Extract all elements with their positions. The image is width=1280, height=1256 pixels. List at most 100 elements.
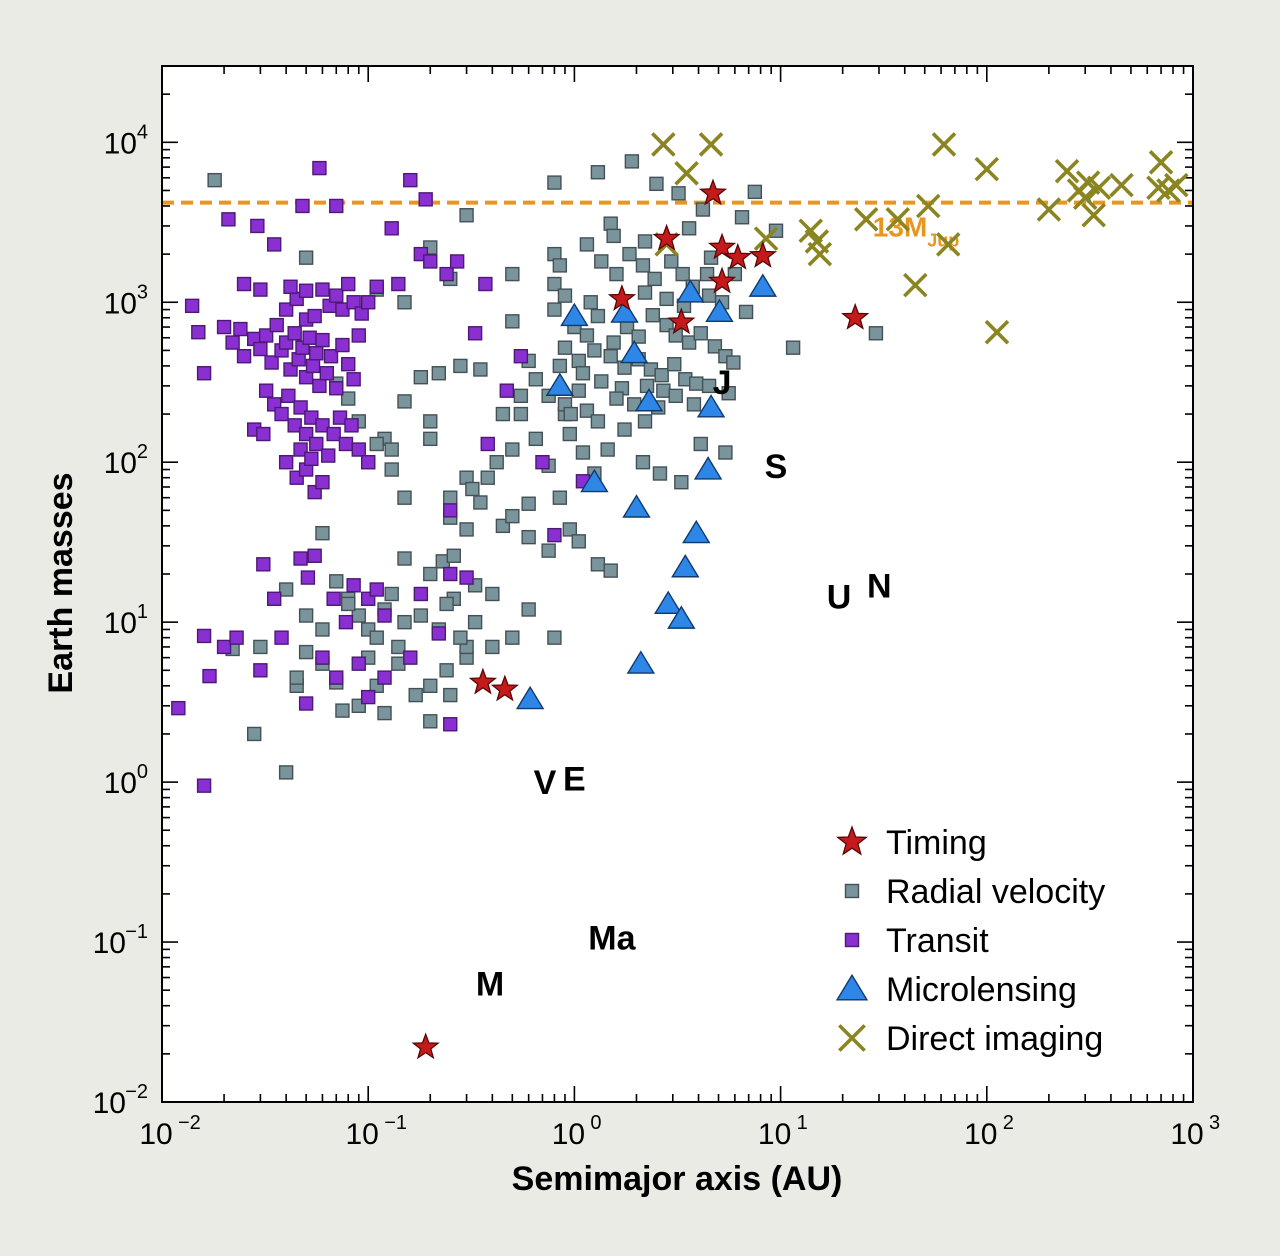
- data-point: [236, 276, 252, 292]
- x-tick-base: 10: [758, 1118, 791, 1151]
- data-point: [453, 358, 468, 374]
- data-point: [315, 474, 330, 490]
- data-point: [443, 503, 458, 518]
- data-point: [505, 442, 520, 457]
- data-point: [674, 161, 699, 186]
- data-point: [562, 522, 578, 537]
- data-point: [281, 388, 296, 404]
- x-tick-label: 10 2: [964, 1112, 1014, 1151]
- data-point: [397, 394, 412, 409]
- legend-item: Direct imaging: [838, 1020, 1103, 1058]
- data-points: [171, 132, 1189, 1060]
- data-point: [418, 192, 433, 207]
- data-point: [649, 176, 664, 192]
- y-tick-exp: 1: [137, 601, 148, 623]
- data-point: [513, 406, 529, 422]
- data-point: [253, 663, 268, 678]
- data-point: [885, 207, 911, 232]
- legend-label: Microlensing: [886, 971, 1077, 1009]
- legend-label: Timing: [886, 824, 987, 862]
- data-point: [590, 557, 606, 572]
- data-point: [547, 276, 562, 292]
- data-point: [651, 132, 676, 157]
- data-point: [693, 436, 708, 452]
- data-point: [344, 418, 359, 433]
- data-point: [274, 406, 289, 422]
- data-point: [413, 608, 429, 623]
- data-point: [221, 212, 236, 227]
- x-tick-label: 10 −2: [139, 1112, 201, 1151]
- data-point: [351, 442, 366, 457]
- series-radial-velocity: [207, 154, 884, 780]
- data-point: [253, 639, 268, 655]
- data-point: [443, 687, 458, 703]
- data-point: [668, 388, 683, 404]
- data-point: [631, 329, 646, 344]
- data-point: [293, 442, 308, 457]
- data-point: [423, 714, 438, 729]
- y-tick-exp: −1: [125, 921, 148, 943]
- data-point: [329, 670, 344, 685]
- data-point: [609, 266, 624, 282]
- x-tick-label: 10 3: [1170, 1112, 1220, 1151]
- data-point: [307, 308, 322, 324]
- legend-item: Transit: [844, 922, 989, 960]
- data-point: [446, 548, 461, 563]
- data-point: [984, 319, 1010, 345]
- data-point: [674, 474, 689, 490]
- data-point: [513, 388, 529, 404]
- data-point: [278, 455, 294, 470]
- data-point: [634, 388, 664, 412]
- data-point: [439, 266, 454, 282]
- data-point: [207, 172, 222, 188]
- data-point: [287, 326, 302, 341]
- data-point: [443, 490, 458, 505]
- y-tick-base: 10: [104, 127, 137, 160]
- data-point: [563, 406, 578, 422]
- data-point: [196, 366, 212, 381]
- data-point: [323, 349, 339, 364]
- data-point: [298, 644, 314, 660]
- data-point: [298, 283, 314, 298]
- data-point: [682, 519, 711, 544]
- data-point: [377, 670, 392, 685]
- data-point: [974, 156, 1000, 182]
- series-microlensing: [515, 273, 778, 710]
- x-axis-label: Semimajor axis (AU): [512, 1160, 843, 1198]
- data-point: [686, 397, 702, 412]
- data-point: [293, 400, 308, 415]
- data-point: [278, 582, 294, 597]
- legend-item: Microlensing: [835, 971, 1077, 1009]
- x-tick-exp: 1: [797, 1112, 808, 1134]
- data-point: [304, 410, 319, 425]
- data-point: [807, 241, 833, 267]
- data-point: [346, 578, 361, 593]
- data-point: [521, 496, 536, 511]
- y-tick-base: 10: [104, 287, 137, 320]
- data-point: [495, 406, 511, 422]
- data-point: [369, 279, 384, 294]
- data-point: [622, 494, 651, 518]
- data-point: [701, 288, 717, 303]
- data-point: [473, 495, 488, 510]
- data-point: [453, 630, 468, 645]
- x-tick-exp: 3: [1209, 1112, 1220, 1134]
- axis-ticks: [161, 65, 1193, 1103]
- data-point: [653, 590, 683, 614]
- y-tick-base: 10: [93, 1087, 126, 1120]
- data-point: [626, 650, 656, 674]
- data-point: [315, 332, 330, 348]
- x-tick-exp: −1: [384, 1112, 407, 1134]
- data-point: [465, 481, 480, 497]
- planet-label: V: [534, 764, 557, 802]
- legend-label: Transit: [886, 922, 989, 960]
- data-point: [307, 548, 322, 563]
- data-point: [423, 414, 438, 429]
- data-point: [552, 490, 568, 505]
- data-point: [413, 586, 429, 602]
- data-point: [315, 418, 330, 433]
- data-point: [397, 551, 412, 566]
- data-point: [637, 285, 653, 300]
- data-point: [931, 132, 957, 157]
